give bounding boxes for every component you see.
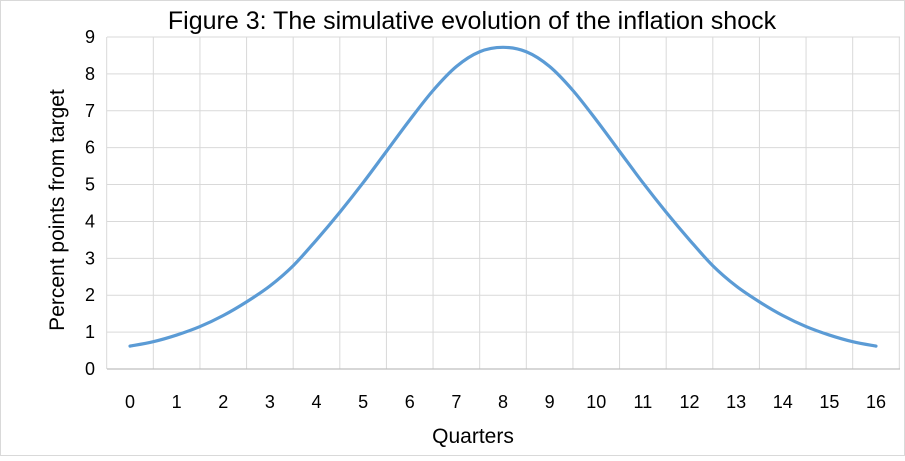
x-tick-label: 6 (405, 392, 415, 412)
x-tick-label: 1 (172, 392, 182, 412)
x-axis-title: Quarters (432, 425, 514, 448)
y-tick-label: 8 (85, 64, 95, 84)
series-layer (128, 45, 878, 348)
x-tick-label: 16 (866, 392, 886, 412)
series-line (128, 45, 878, 348)
y-tick-label: 3 (85, 248, 95, 268)
x-tick-label: 0 (125, 392, 135, 412)
y-tick-label: 4 (85, 211, 95, 231)
y-tick-label: 1 (85, 322, 95, 342)
x-tick-label: 11 (634, 392, 653, 412)
y-tick-label: 7 (85, 101, 95, 121)
y-tick-label: 2 (85, 285, 95, 305)
y-tick-label: 9 (85, 27, 95, 47)
chart-title: Figure 3: The simulative evolution of th… (168, 7, 777, 35)
x-tick-label: 3 (265, 392, 275, 412)
x-tick-label: 8 (498, 392, 508, 412)
x-tick-label: 10 (586, 392, 606, 412)
y-tick-label: 6 (85, 138, 95, 158)
y-tick-label: 0 (85, 359, 95, 379)
x-tick-label: 13 (726, 392, 746, 412)
x-tick-label: 7 (451, 392, 461, 412)
x-tick-label: 4 (311, 392, 321, 412)
y-axis-title: Percent points from target (46, 89, 69, 331)
x-tick-label: 12 (679, 392, 699, 412)
x-tick-label: 2 (218, 392, 228, 412)
gridlines (106, 36, 900, 369)
x-tick-label: 15 (819, 392, 839, 412)
x-tick-label: 9 (545, 392, 555, 412)
y-tick-label: 5 (85, 175, 95, 195)
x-tick-label: 14 (773, 392, 793, 412)
x-tick-label: 5 (358, 392, 368, 412)
